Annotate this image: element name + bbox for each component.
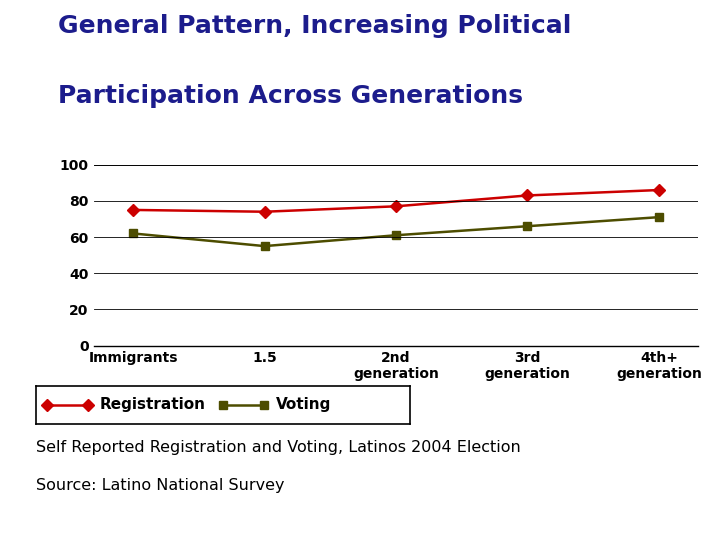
Voting — [392, 232, 400, 239]
Text: Participation Across Generations: Participation Across Generations — [58, 84, 523, 107]
Voting — [260, 243, 269, 249]
Registration — [654, 187, 663, 193]
Registration — [523, 192, 532, 199]
Text: Self Reported Registration and Voting, Latinos 2004 Election: Self Reported Registration and Voting, L… — [36, 440, 521, 455]
Registration — [260, 208, 269, 215]
Line: Registration: Registration — [129, 186, 663, 216]
Voting — [129, 230, 138, 237]
Text: Voting: Voting — [276, 397, 331, 413]
Voting — [523, 223, 532, 230]
Registration — [129, 207, 138, 213]
Voting — [654, 214, 663, 220]
Text: Registration: Registration — [99, 397, 206, 413]
Line: Voting: Voting — [129, 213, 663, 250]
Text: General Pattern, Increasing Political: General Pattern, Increasing Political — [58, 14, 571, 37]
Registration — [392, 203, 400, 210]
Text: Source: Latino National Survey: Source: Latino National Survey — [36, 478, 284, 493]
